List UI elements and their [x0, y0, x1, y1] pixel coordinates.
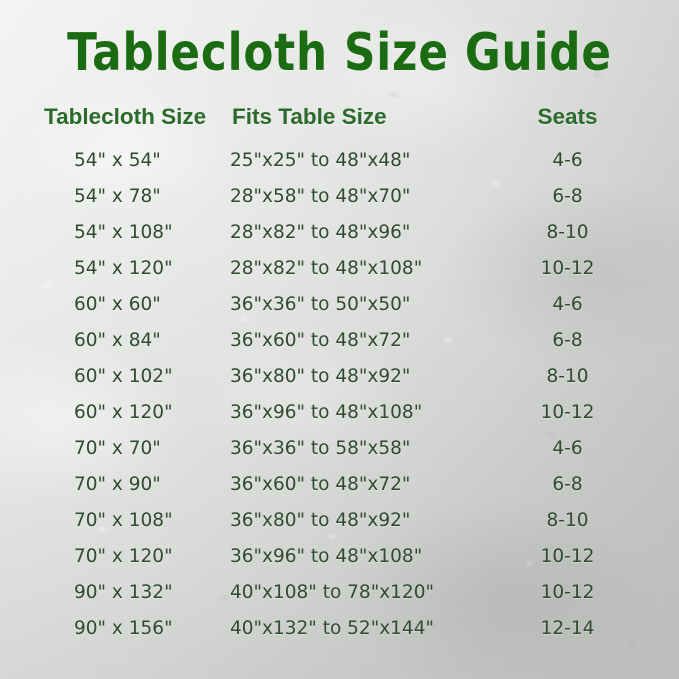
table-row: 70" x 90" 36"x60" to 48"x72" 6-8: [0, 474, 679, 510]
cell-seats: 10-12: [540, 258, 595, 279]
cell-seats: 4-6: [552, 294, 583, 315]
table-row: 60" x 84" 36"x60" to 48"x72" 6-8: [0, 330, 679, 366]
cell-seats: 10-12: [540, 582, 595, 603]
cell-seats: 10-12: [540, 402, 595, 423]
size-guide-table: Tablecloth Size Fits Table Size Seats 54…: [0, 104, 679, 654]
cell-fits-table-size: 28"x82" to 48"x96": [230, 222, 411, 243]
cell-fits-table-size: 28"x82" to 48"x108": [230, 258, 423, 279]
table-row: 54" x 108" 28"x82" to 48"x96" 8-10: [0, 222, 679, 258]
cell-fits-table-size: 36"x36" to 50"x50": [230, 294, 411, 315]
column-header-tablecloth-size: Tablecloth Size: [44, 104, 207, 129]
cell-fits-table-size: 36"x36" to 58"x58": [230, 438, 411, 459]
cell-seats: 8-10: [546, 366, 589, 387]
table-row: 54" x 78" 28"x58" to 48"x70" 6-8: [0, 186, 679, 222]
table-row: 60" x 120" 36"x96" to 48"x108" 10-12: [0, 402, 679, 438]
column-header-seats: Seats: [537, 104, 598, 129]
table-row: 60" x 60" 36"x36" to 50"x50" 4-6: [0, 294, 679, 330]
cell-fits-table-size: 25"x25" to 48"x48": [230, 150, 411, 171]
cell-tablecloth-size: 70" x 108": [74, 510, 173, 531]
cell-tablecloth-size: 60" x 84": [74, 330, 161, 351]
cell-seats: 12-14: [540, 618, 595, 639]
cell-tablecloth-size: 60" x 120": [74, 402, 173, 423]
cell-tablecloth-size: 54" x 78": [74, 186, 161, 207]
table-header-row: Tablecloth Size Fits Table Size Seats: [0, 104, 679, 150]
cell-fits-table-size: 36"x96" to 48"x108": [230, 402, 423, 423]
cell-tablecloth-size: 60" x 102": [74, 366, 173, 387]
cell-seats: 8-10: [546, 510, 589, 531]
cell-fits-table-size: 36"x96" to 48"x108": [230, 546, 423, 567]
table-row: 90" x 156" 40"x132" to 52"x144" 12-14: [0, 618, 679, 654]
table-row: 70" x 108" 36"x80" to 48"x92" 8-10: [0, 510, 679, 546]
cell-fits-table-size: 36"x60" to 48"x72": [230, 330, 411, 351]
table-row: 54" x 120" 28"x82" to 48"x108" 10-12: [0, 258, 679, 294]
table-row: 70" x 70" 36"x36" to 58"x58" 4-6: [0, 438, 679, 474]
table-row: 60" x 102" 36"x80" to 48"x92" 8-10: [0, 366, 679, 402]
cell-seats: 8-10: [546, 222, 589, 243]
cell-seats: 4-6: [552, 438, 583, 459]
cell-seats: 6-8: [552, 186, 583, 207]
cell-tablecloth-size: 60" x 60": [74, 294, 161, 315]
table-row: 54" x 54" 25"x25" to 48"x48" 4-6: [0, 150, 679, 186]
cell-tablecloth-size: 70" x 70": [74, 438, 161, 459]
cell-tablecloth-size: 54" x 108": [74, 222, 173, 243]
cell-tablecloth-size: 90" x 132": [74, 582, 173, 603]
cell-tablecloth-size: 70" x 120": [74, 546, 173, 567]
cell-seats: 10-12: [540, 546, 595, 567]
cell-tablecloth-size: 70" x 90": [74, 474, 161, 495]
cell-tablecloth-size: 90" x 156": [74, 618, 173, 639]
table-row: 70" x 120" 36"x96" to 48"x108" 10-12: [0, 546, 679, 582]
cell-seats: 6-8: [552, 330, 583, 351]
table-body: 54" x 54" 25"x25" to 48"x48" 4-6 54" x 78" 2…: [0, 150, 679, 654]
page-title: Tablecloth Size Guide: [67, 23, 612, 83]
cell-fits-table-size: 36"x80" to 48"x92": [230, 366, 411, 387]
column-header-fits-table-size: Fits Table Size: [232, 104, 387, 129]
cell-tablecloth-size: 54" x 120": [74, 258, 173, 279]
cell-fits-table-size: 28"x58" to 48"x70": [230, 186, 411, 207]
cell-seats: 4-6: [552, 150, 583, 171]
cell-fits-table-size: 40"x132" to 52"x144": [230, 618, 434, 639]
cell-fits-table-size: 40"x108" to 78"x120": [230, 582, 434, 603]
cell-fits-table-size: 36"x80" to 48"x92": [230, 510, 411, 531]
table-row: 90" x 132" 40"x108" to 78"x120" 10-12: [0, 582, 679, 618]
cell-fits-table-size: 36"x60" to 48"x72": [230, 474, 411, 495]
cell-seats: 6-8: [552, 474, 583, 495]
cell-tablecloth-size: 54" x 54": [74, 150, 161, 171]
